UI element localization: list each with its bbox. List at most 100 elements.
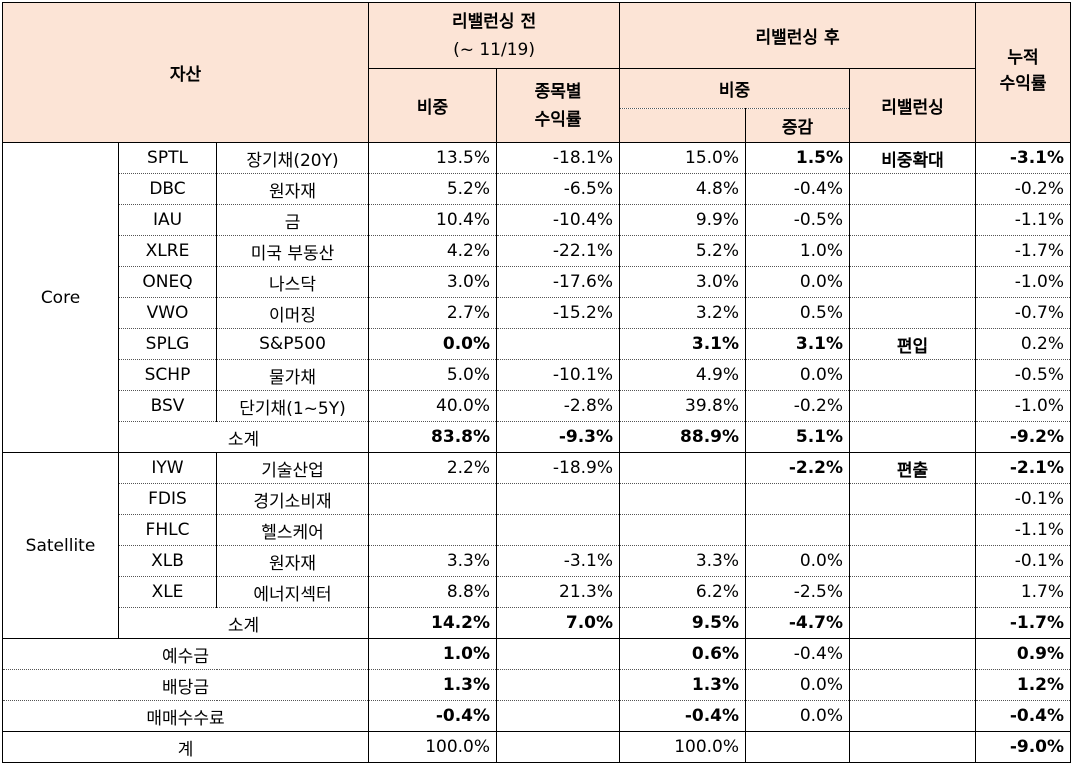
weight-after-cell: 4.9% bbox=[619, 359, 747, 391]
table-row: FHLC 헬스케어 -1.1% bbox=[3, 514, 1072, 546]
item-return-cell: -6.5% bbox=[496, 173, 621, 205]
rebalancing-action-cell bbox=[849, 359, 977, 391]
asset-name-cell: 에너지섹터 bbox=[215, 576, 370, 608]
item-return-cell: -18.1% bbox=[496, 142, 621, 174]
rebalancing-action-cell: 비중확대 bbox=[849, 142, 977, 174]
header-before-date: (~ 11/19) bbox=[453, 39, 535, 60]
other-weight-after: 1.3% bbox=[619, 669, 747, 701]
table-row: XLB 원자재 3.3% -3.1% 3.3% 0.0% -0.1% bbox=[3, 545, 1072, 577]
cumulative-return-cell: -0.1% bbox=[975, 483, 1072, 515]
item-return-cell: -10.1% bbox=[496, 359, 621, 391]
change-cell: 0.0% bbox=[745, 359, 851, 391]
other-action-empty bbox=[849, 638, 977, 670]
rebalancing-action-cell: 편출 bbox=[849, 452, 977, 484]
other-weight-after: -0.4% bbox=[619, 700, 747, 732]
table-row: FDIS 경기소비재 -0.1% bbox=[3, 483, 1072, 515]
change-cell: -2.2% bbox=[745, 452, 851, 484]
ticker-cell: ONEQ bbox=[118, 266, 217, 298]
other-row: 예수금 1.0% 0.6% -0.4% 0.9% bbox=[1, 638, 1072, 670]
weight-after-cell: 39.8% bbox=[619, 390, 747, 422]
item-return-cell: -3.1% bbox=[496, 545, 621, 577]
subtotal-label: 소계 bbox=[117, 607, 370, 639]
asset-name-cell: 장기채(20Y) bbox=[215, 142, 370, 174]
change-cell: -0.4% bbox=[745, 173, 851, 205]
subtotal-cumulative: -9.2% bbox=[975, 421, 1072, 453]
weight-before-cell: 8.8% bbox=[368, 576, 498, 608]
ticker-cell: SPTL bbox=[118, 142, 217, 174]
table-row: Satellite IYW 기술산업 2.2% -18.9% -2.2% 편출 -2.1% bbox=[2, 452, 1072, 639]
table-row: SPLG S&P500 0.0% 3.1% 3.1% 편입 0.2% bbox=[3, 328, 1072, 360]
header-change: 증감 bbox=[745, 108, 851, 143]
item-return-cell: 21.3% bbox=[496, 576, 621, 608]
item-return-cell: -2.8% bbox=[496, 390, 621, 422]
cumulative-return-cell: -3.1% bbox=[975, 142, 1072, 174]
weight-after-cell: 9.9% bbox=[619, 204, 747, 236]
subtotal-row: 소계 83.8% -9.3% 88.9% 5.1% -9.2% bbox=[3, 421, 1072, 453]
weight-before-cell: 5.0% bbox=[368, 359, 498, 391]
header-item-return: 종목별 수익률 bbox=[496, 68, 621, 143]
table-row: Core SPTL 장기채(20Y) 13.5% -18.1% 15.0% 1.5% 비중확대… bbox=[2, 142, 1072, 453]
asset-name-cell: 단기채(1~5Y) bbox=[215, 390, 370, 422]
ticker-cell: FDIS bbox=[118, 483, 217, 515]
weight-before-cell: 3.3% bbox=[368, 545, 498, 577]
table-row: BSV 단기채(1~5Y) 40.0% -2.8% 39.8% -0.2% -1.0% bbox=[3, 390, 1072, 422]
weight-before-cell: 13.5% bbox=[368, 142, 498, 174]
ticker-cell: XLE bbox=[118, 576, 217, 608]
other-change: 0.0% bbox=[745, 700, 851, 732]
asset-name-cell: 이머징 bbox=[215, 297, 370, 329]
cumulative-return-cell: -0.2% bbox=[975, 173, 1072, 205]
header-weight-after: 비중 bbox=[619, 68, 851, 109]
item-return-cell bbox=[496, 514, 621, 546]
header-rebalancing: 리밸런싱 bbox=[849, 68, 977, 143]
other-change: 0.0% bbox=[745, 669, 851, 701]
asset-name-cell: 원자재 bbox=[215, 173, 370, 205]
cumulative-return-cell: -1.7% bbox=[975, 235, 1072, 267]
weight-before-cell: 2.2% bbox=[368, 452, 498, 484]
total-label: 계 bbox=[1, 731, 370, 763]
subtotal-weight-before: 14.2% bbox=[368, 607, 498, 639]
asset-name-cell: 경기소비재 bbox=[215, 483, 370, 515]
item-return-cell: -15.2% bbox=[496, 297, 621, 329]
other-return bbox=[496, 638, 621, 670]
cumulative-return-cell: -0.1% bbox=[975, 545, 1072, 577]
change-cell: 0.0% bbox=[745, 545, 851, 577]
asset-name-cell: 미국 부동산 bbox=[215, 235, 370, 267]
total-weight-before: 100.0% bbox=[368, 731, 498, 763]
subtotal-label: 소계 bbox=[117, 421, 370, 453]
ticker-cell: XLB bbox=[118, 545, 217, 577]
other-weight-before: -0.4% bbox=[368, 700, 498, 732]
weight-before-cell bbox=[368, 483, 498, 515]
change-cell: 0.0% bbox=[745, 266, 851, 298]
weight-after-cell: 5.2% bbox=[619, 235, 747, 267]
weight-after-cell bbox=[619, 483, 747, 515]
total-cumulative: -9.0% bbox=[975, 731, 1072, 763]
other-weight-before: 1.3% bbox=[368, 669, 498, 701]
asset-name-cell: 기술산업 bbox=[215, 452, 370, 484]
weight-after-cell: 3.1% bbox=[619, 328, 747, 360]
total-weight-after: 100.0% bbox=[619, 731, 747, 763]
ticker-cell: BSV bbox=[118, 390, 217, 422]
subtotal-weight-after: 9.5% bbox=[619, 607, 747, 639]
ticker-cell: IAU bbox=[118, 204, 217, 236]
total-return bbox=[496, 731, 621, 763]
header-before: 리밸런싱 전 (~ 11/19) bbox=[368, 2, 621, 69]
header-ret-line1: 종목별 bbox=[534, 81, 582, 102]
header-before-title: 리밸런싱 전 bbox=[451, 11, 537, 32]
other-row: 매매수수료 -0.4% -0.4% 0.0% -0.4% bbox=[1, 700, 1072, 732]
other-cumulative: 0.9% bbox=[975, 638, 1072, 670]
header-blank bbox=[619, 108, 747, 143]
ticker-cell: VWO bbox=[118, 297, 217, 329]
change-cell: 1.0% bbox=[745, 235, 851, 267]
satellite-group-label: Satellite bbox=[2, 452, 119, 639]
item-return-cell: -22.1% bbox=[496, 235, 621, 267]
rebalancing-action-cell bbox=[849, 204, 977, 236]
weight-after-cell: 3.2% bbox=[619, 297, 747, 329]
table-body: Core SPTL 장기채(20Y) 13.5% -18.1% 15.0% 1.5% 비중확대… bbox=[1, 142, 1072, 763]
other-return bbox=[496, 700, 621, 732]
change-cell: -0.5% bbox=[745, 204, 851, 236]
weight-after-cell: 6.2% bbox=[619, 576, 747, 608]
ticker-cell: IYW bbox=[118, 452, 217, 484]
ticker-cell: SCHP bbox=[118, 359, 217, 391]
rebalancing-action-cell bbox=[849, 235, 977, 267]
